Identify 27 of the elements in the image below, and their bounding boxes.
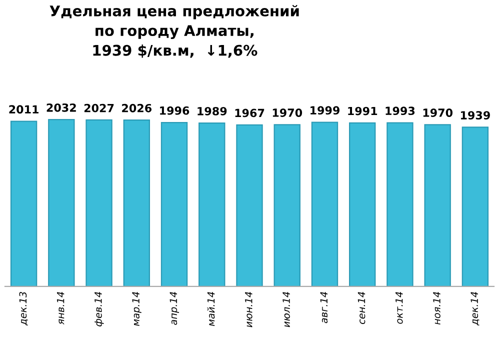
x-tick-label: сен.14 [358,292,366,324]
data-label: 2032 [46,103,76,112]
x-tick-label: ноя.14 [433,292,440,325]
data-label: 1993 [386,106,415,116]
chart-title: Удельная цена предложений по городу Алматы, 1939 $/кв.м, ↓1,6% [50,5,299,58]
data-label: 1967 [235,108,264,118]
data-label: 1996 [160,106,190,115]
x-tick-label: авг.14 [320,292,328,324]
data-label: 2027 [84,104,114,112]
x-tick-label: янв.14 [57,292,64,325]
data-label: 1991 [348,106,378,116]
data-label: 1970 [272,108,302,117]
x-tick-label: апр.14 [170,292,179,325]
x-tick-label: июн.14 [245,292,252,328]
x-tick-label: фев.14 [94,292,104,326]
data-label: 1939 [460,111,490,120]
x-tick-label: дек.14 [470,292,480,326]
data-label: 1989 [198,106,227,116]
x-tick-label: дек.13 [19,292,28,326]
x-tick-label: май.14 [207,292,215,326]
data-label: 1999 [310,106,340,115]
x-tick-label: окт.14 [396,292,403,324]
data-label: 1970 [423,108,453,117]
data-label: 2026 [122,104,152,112]
data-label: 2011 [9,105,38,114]
x-tick-label: июл.14 [282,292,290,328]
x-tick-label: мар.14 [132,292,142,326]
